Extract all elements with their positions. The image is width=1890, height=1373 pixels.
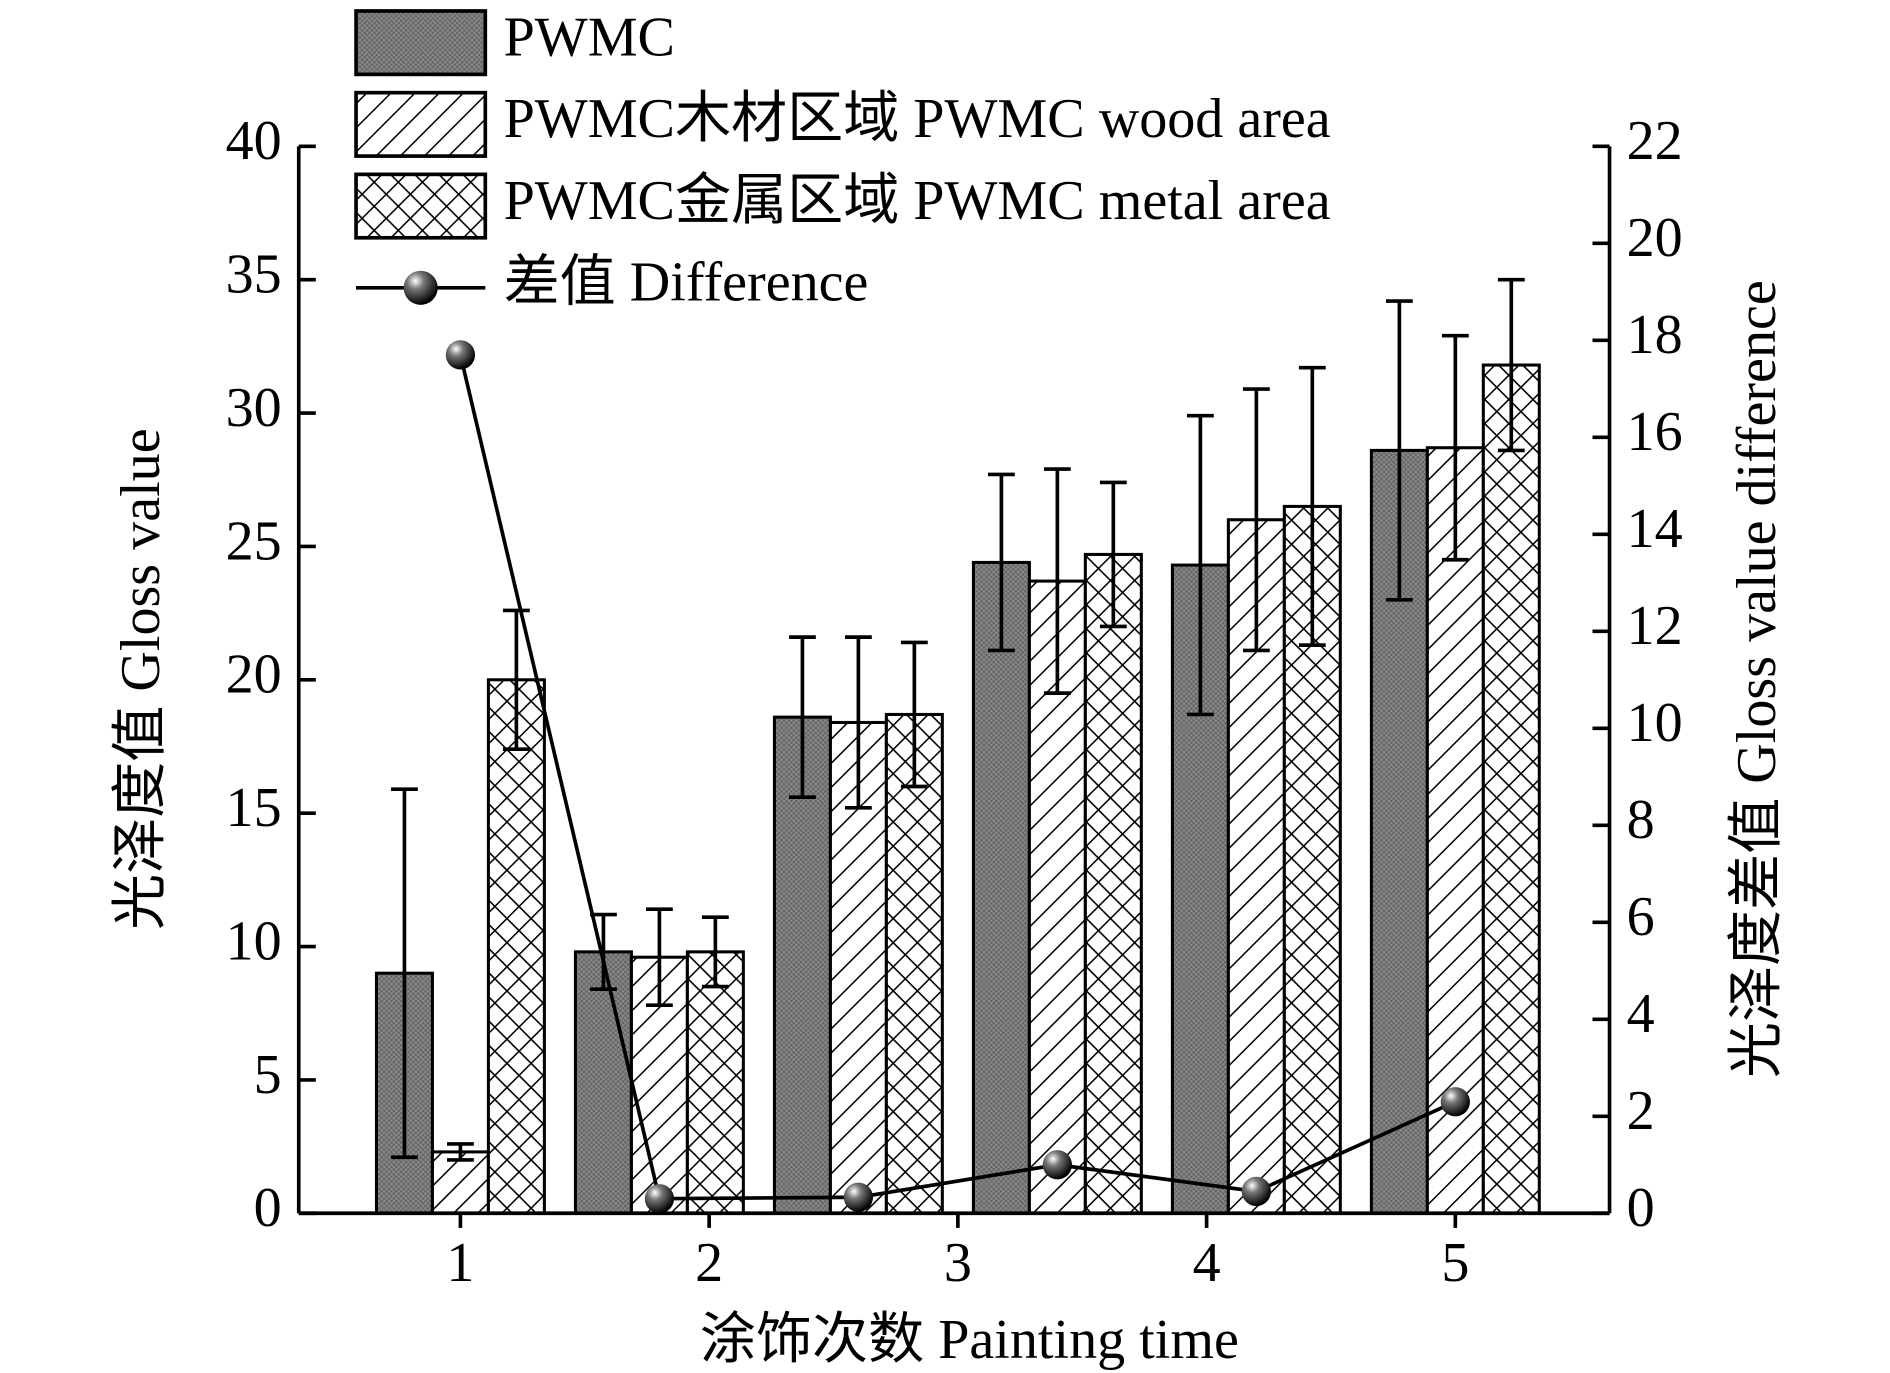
error-bar [789,635,816,799]
difference-line [458,354,1457,1201]
y2-axis-title: 光泽度差值 Gloss value difference [1726,280,1788,1078]
bar [685,950,745,1215]
error-bar [900,640,928,789]
legend-label: 差值 Difference [504,252,869,314]
difference-point [1042,1150,1073,1180]
y2-tick-label: 12 [1627,595,1683,657]
bar [884,712,944,1215]
error-bar [1497,277,1525,453]
legend-swatch [354,90,488,158]
error-bar [1242,387,1270,653]
difference-point [1241,1176,1271,1207]
difference-point [644,1184,675,1214]
y2-tick-label: 10 [1627,692,1683,754]
y-tick-label: 5 [254,1044,282,1106]
legend-label: PWMC [504,7,675,69]
error-bar [645,907,673,1008]
legend-marker [403,270,438,305]
legend-swatch [354,9,488,77]
y2-tick-label: 18 [1627,304,1683,366]
y-tick-label: 30 [226,377,282,439]
error-bar [701,915,729,989]
y2-tick-label: 20 [1627,207,1683,269]
x-tick-label: 1 [446,1232,474,1294]
bar [971,560,1031,1215]
y2-tick-label: 22 [1627,110,1683,172]
error-bar [1298,365,1326,647]
y-tick-label: 10 [226,910,282,972]
y2-tick-label: 6 [1627,886,1655,948]
bar [1425,446,1485,1215]
x-tick-label: 3 [944,1232,972,1294]
error-bar [1099,480,1127,629]
x-tick-label: 5 [1441,1232,1469,1294]
error-bar [590,912,617,992]
y-tick-label: 25 [226,510,282,572]
legend-label: PWMC木材区域 PWMC wood area [504,88,1331,150]
error-bar [844,635,872,810]
difference-point [1440,1087,1470,1117]
bar [486,678,546,1215]
legend-label: PWMC金属区域 PWMC metal area [504,170,1331,232]
error-bar [447,1142,474,1162]
legend-swatch [354,172,488,240]
bar [573,950,633,1215]
y2-tick-label: 0 [1627,1177,1655,1239]
y-axis-title: 光泽度值 Gloss value [110,428,172,930]
error-bar [391,787,418,1160]
error-bar [1385,299,1413,602]
difference-point [843,1182,874,1212]
difference-point [445,340,476,370]
error-bar [502,608,530,751]
x-tick-label: 2 [695,1232,723,1294]
y-tick-label: 0 [254,1177,282,1239]
y2-tick-label: 4 [1627,983,1655,1045]
error-bar [1441,333,1469,562]
y2-tick-label: 8 [1627,789,1655,851]
x-axis-title: 涂饰次数 Painting time [700,1309,1239,1371]
x-tick-label: 4 [1193,1232,1221,1294]
y2-tick-label: 16 [1627,401,1683,463]
y-tick-label: 35 [226,244,282,306]
bar [1083,552,1143,1215]
y-tick-label: 20 [226,644,282,706]
y2-tick-label: 14 [1627,498,1683,560]
error-bar [987,472,1015,653]
error-bar [1186,413,1214,717]
error-bar [1043,467,1071,695]
bar [1481,363,1541,1215]
y-tick-label: 40 [226,110,282,172]
y-tick-label: 15 [226,777,282,839]
y2-tick-label: 2 [1627,1080,1655,1142]
